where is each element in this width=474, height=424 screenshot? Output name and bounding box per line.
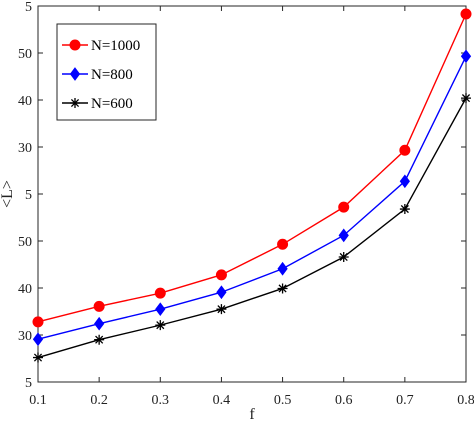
data-point [338,251,349,262]
series-line [37,13,467,323]
data-point [32,316,44,328]
data-point [33,352,43,363]
data-point [155,302,166,316]
axis-ticks [37,5,467,383]
y-tick-label: 50 [18,235,32,250]
x-tick-label: 0.1 [29,393,47,408]
y-tick-label: 40 [18,282,32,297]
x-tick-label: 0.8 [457,393,474,408]
legend: N=1000 N=800 N=600 [56,23,157,121]
data-point [216,285,227,300]
tick-labels: 0.1 0.2 0.3 0.4 0.5 0.6 0.7 0.8 5 30 40 50 5 30 40 50 5 [18,0,474,408]
data-point [215,269,227,281]
data-point [277,238,289,250]
data-point [154,287,166,299]
series-n-600 [33,93,471,363]
legend-label: N=800 [91,67,133,83]
data-point [94,316,105,331]
legend-marker [70,98,80,108]
series-n-1000 [32,8,472,328]
data-point [399,174,410,189]
legend-marker [69,39,81,51]
data-point [94,334,105,345]
data-point [93,300,105,312]
y-tick-label: 5 [25,188,32,203]
y-tick-label: 30 [18,141,32,156]
x-tick-label: 0.3 [152,393,170,408]
y-tick-label: 50 [18,47,32,62]
series-n-800 [32,49,472,347]
data-point [399,144,411,156]
data-point [32,332,44,347]
y-tick-label: 5 [25,376,32,391]
legend-label: N=1000 [91,38,140,54]
data-point [216,304,227,315]
data-point [338,228,349,243]
y-tick-label: 5 [25,0,32,15]
x-tick-label: 0.2 [90,393,108,408]
data-point [277,283,288,294]
y-tick-label: 40 [18,94,32,109]
data-point [277,261,288,276]
series-line [37,97,467,359]
legend-label: N=600 [91,96,133,112]
series-line [37,55,467,340]
data-point [460,8,472,20]
y-tick-label: 30 [18,329,32,344]
x-tick-label: 0.6 [335,393,353,408]
x-tick-label: 0.4 [213,393,231,408]
data-point [338,201,350,213]
x-axis-label: f [249,406,255,423]
data-point [399,204,410,215]
x-tick-label: 0.5 [274,393,292,408]
y-axis-label: <L> [0,180,16,208]
data-point [460,49,472,64]
data-point [155,320,166,331]
legend-marker [69,67,81,81]
data-point [461,93,471,104]
x-tick-label: 0.7 [396,393,414,408]
series-layer [32,8,472,363]
